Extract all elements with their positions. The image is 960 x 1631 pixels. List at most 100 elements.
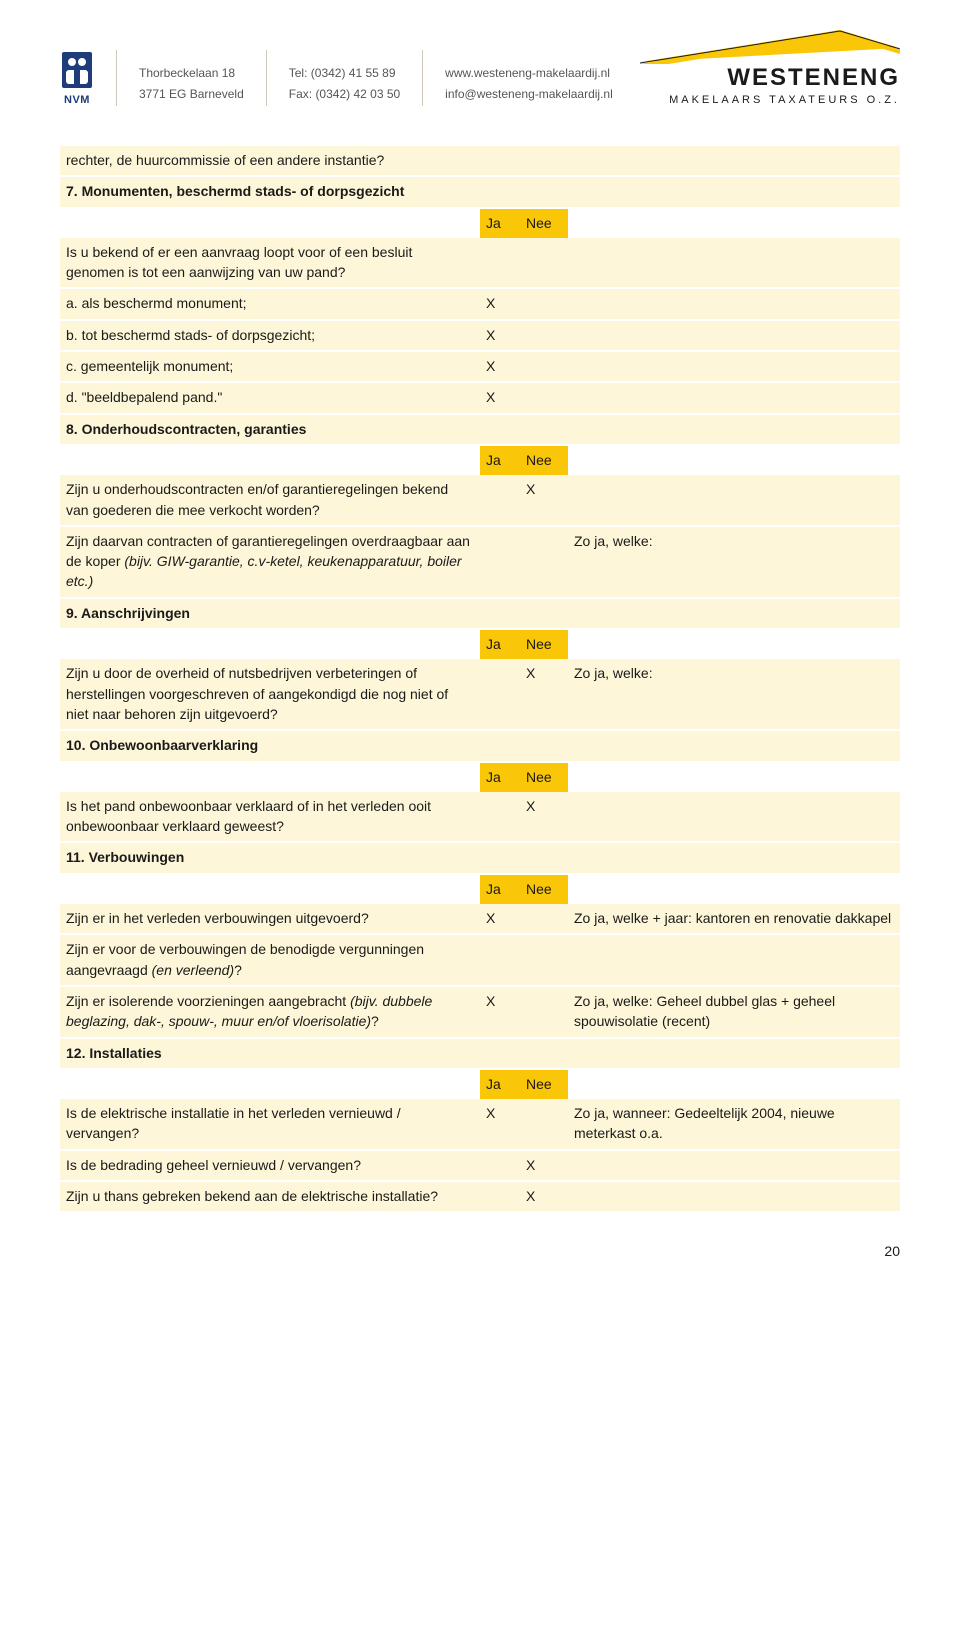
- nvm-logo: NVM: [60, 50, 94, 106]
- ja-header: Ja: [480, 445, 520, 475]
- table-row: Zijn daarvan contracten of garantieregel…: [60, 526, 900, 598]
- nee-header: Nee: [520, 629, 568, 659]
- nee-cell: [520, 1038, 568, 1069]
- table-row: a. als beschermd monument;X: [60, 288, 900, 319]
- nee-cell: [520, 146, 568, 176]
- ja-cell: X: [480, 904, 520, 934]
- nee-cell: [520, 730, 568, 761]
- header-divider: [266, 50, 267, 106]
- nee-cell: [520, 414, 568, 445]
- table-row: JaNee: [60, 1069, 900, 1099]
- section-title: 8. Onderhoudscontracten, garanties: [60, 414, 480, 445]
- nee-cell: [520, 238, 568, 289]
- nee-header: Nee: [520, 445, 568, 475]
- table-row: Is u bekend of er een aanvraag loopt voo…: [60, 238, 900, 289]
- ja-header: Ja: [480, 762, 520, 792]
- brand-block: WESTENENG MAKELAARS TAXATEURS O.Z.: [640, 30, 900, 106]
- question-text: b. tot beschermd stads- of dorpsgezicht;: [60, 320, 480, 351]
- header-divider: [116, 50, 117, 106]
- ja-cell: [480, 1038, 520, 1069]
- question-text: Zijn daarvan contracten of garantieregel…: [60, 526, 480, 598]
- note-cell: [568, 288, 900, 319]
- table-row: Is het pand onbewoonbaar verklaard of in…: [60, 792, 900, 843]
- ja-cell: [480, 659, 520, 730]
- nvm-icon: [60, 50, 94, 90]
- note-spacer: [568, 874, 900, 904]
- question-text: Zijn u onderhoudscontracten en/of garant…: [60, 475, 480, 526]
- table-row: c. gemeentelijk monument;X: [60, 351, 900, 382]
- question-text: Zijn er voor de verbouwingen de benodigd…: [60, 934, 480, 986]
- note-cell: [568, 146, 900, 176]
- note-cell: Zo ja, welke:: [568, 659, 900, 730]
- nee-cell: [520, 351, 568, 382]
- note-spacer: [568, 208, 900, 238]
- ja-cell: [480, 1150, 520, 1181]
- table-row: 10. Onbewoonbaarverklaring: [60, 730, 900, 761]
- nee-header: Nee: [520, 1069, 568, 1099]
- note-cell: [568, 1150, 900, 1181]
- question-text: d. "beeldbepalend pand.": [60, 382, 480, 413]
- note-cell: Zo ja, welke + jaar: kantoren en renovat…: [568, 904, 900, 934]
- table-row: JaNee: [60, 208, 900, 238]
- nee-cell: [520, 320, 568, 351]
- question-text: Zijn er isolerende voorzieningen aangebr…: [60, 986, 480, 1038]
- table-row: Zijn er in het verleden verbouwingen uit…: [60, 904, 900, 934]
- note-spacer: [568, 629, 900, 659]
- note-cell: [568, 475, 900, 526]
- header-spacer: [60, 445, 480, 475]
- ja-cell: X: [480, 986, 520, 1038]
- question-text: Zijn u thans gebreken bekend aan de elek…: [60, 1181, 480, 1212]
- ja-cell: [480, 526, 520, 598]
- nee-header: Nee: [520, 208, 568, 238]
- ja-header: Ja: [480, 208, 520, 238]
- question-text: Is het pand onbewoonbaar verklaard of in…: [60, 792, 480, 843]
- website: www.westeneng-makelaardij.nl: [445, 63, 613, 85]
- nee-cell: [520, 526, 568, 598]
- page-number: 20: [60, 1243, 900, 1259]
- table-row: Zijn u onderhoudscontracten en/of garant…: [60, 475, 900, 526]
- question-text: Is de bedrading geheel vernieuwd / verva…: [60, 1150, 480, 1181]
- header-spacer: [60, 208, 480, 238]
- nee-cell: X: [520, 792, 568, 843]
- ja-cell: [480, 730, 520, 761]
- note-cell: [568, 792, 900, 843]
- section-title: 9. Aanschrijvingen: [60, 598, 480, 629]
- nee-cell: [520, 934, 568, 986]
- nee-cell: [520, 176, 568, 207]
- table-row: 9. Aanschrijvingen: [60, 598, 900, 629]
- nee-cell: [520, 382, 568, 413]
- nee-cell: X: [520, 659, 568, 730]
- ja-cell: [480, 1181, 520, 1212]
- header-spacer: [60, 762, 480, 792]
- section-title: 12. Installaties: [60, 1038, 480, 1069]
- section-title: 7. Monumenten, beschermd stads- of dorps…: [60, 176, 480, 207]
- nee-cell: [520, 598, 568, 629]
- ja-header: Ja: [480, 1069, 520, 1099]
- ja-cell: [480, 176, 520, 207]
- nee-cell: X: [520, 475, 568, 526]
- question-text: Is u bekend of er een aanvraag loopt voo…: [60, 238, 480, 289]
- note-cell: Zo ja, welke:: [568, 526, 900, 598]
- question-text: c. gemeentelijk monument;: [60, 351, 480, 382]
- brand-subtitle: MAKELAARS TAXATEURS O.Z.: [669, 94, 900, 106]
- table-row: rechter, de huurcommissie of een andere …: [60, 146, 900, 176]
- nee-header: Nee: [520, 874, 568, 904]
- ja-cell: [480, 598, 520, 629]
- ja-header: Ja: [480, 874, 520, 904]
- ja-header: Ja: [480, 629, 520, 659]
- table-row: JaNee: [60, 445, 900, 475]
- note-cell: Zo ja, wanneer: Gedeeltelijk 2004, nieuw…: [568, 1099, 900, 1150]
- table-row: 8. Onderhoudscontracten, garanties: [60, 414, 900, 445]
- table-row: Zijn u thans gebreken bekend aan de elek…: [60, 1181, 900, 1212]
- note-cell: [568, 934, 900, 986]
- section-title: 11. Verbouwingen: [60, 842, 480, 873]
- brand-roof-icon: [640, 30, 900, 64]
- ja-cell: [480, 146, 520, 176]
- nee-cell: [520, 1099, 568, 1150]
- note-cell: [568, 351, 900, 382]
- ja-cell: X: [480, 288, 520, 319]
- note-cell: [568, 730, 900, 761]
- question-text: Zijn u door de overheid of nutsbedrijven…: [60, 659, 480, 730]
- table-row: Zijn er isolerende voorzieningen aangebr…: [60, 986, 900, 1038]
- table-row: Zijn u door de overheid of nutsbedrijven…: [60, 659, 900, 730]
